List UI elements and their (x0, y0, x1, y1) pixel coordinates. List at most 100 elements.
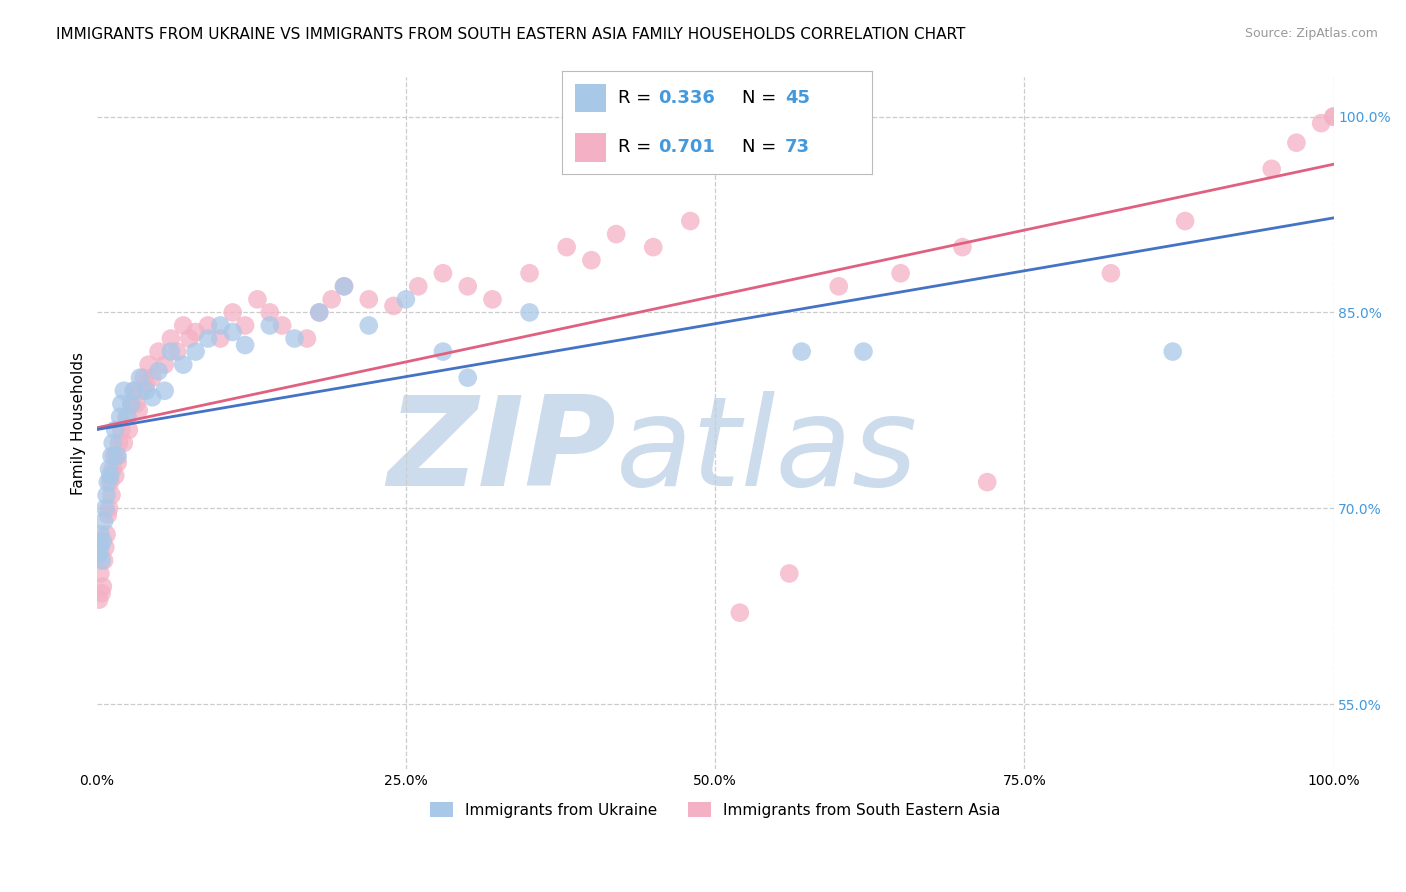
Point (283, 332, 305, 346)
Point (1285, 136, 1308, 150)
Point (333, 279, 356, 293)
Text: Source: ZipAtlas.com: Source: ZipAtlas.com (1244, 27, 1378, 40)
Point (90, 553, 112, 567)
Point (605, 227, 627, 241)
Point (122, 384, 145, 398)
Point (179, 332, 201, 346)
Point (406, 279, 429, 293)
Point (98, 501, 121, 516)
Point (395, 293, 418, 307)
Point (357, 318, 380, 333)
Point (125, 397, 148, 411)
Point (112, 436, 135, 450)
Point (308, 305, 330, 319)
Bar (575, 133, 606, 161)
Point (952, 240, 974, 254)
Point (118, 423, 141, 437)
Point (96, 488, 118, 502)
Point (94, 501, 117, 516)
Point (153, 384, 176, 398)
Point (141, 370, 163, 384)
Point (120, 397, 142, 411)
Point (233, 318, 256, 333)
Point (122, 384, 145, 398)
Point (308, 305, 330, 319)
Point (197, 332, 219, 346)
Point (98, 468, 121, 483)
Point (790, 344, 813, 359)
Point (172, 318, 194, 333)
Point (97, 475, 120, 489)
Text: R =: R = (619, 138, 657, 156)
Point (184, 325, 207, 339)
Point (581, 253, 603, 268)
Point (153, 358, 176, 372)
Point (184, 344, 207, 359)
Y-axis label: Family Households: Family Households (72, 351, 86, 495)
Point (108, 436, 131, 450)
Point (135, 377, 157, 392)
Point (98, 475, 121, 489)
Text: 0.336: 0.336 (658, 89, 716, 107)
Point (90, 586, 112, 600)
Point (89, 527, 111, 541)
Point (91, 533, 114, 548)
Point (432, 344, 454, 359)
Point (148, 364, 170, 378)
Point (457, 370, 479, 384)
Point (166, 344, 188, 359)
Point (93, 553, 115, 567)
Point (117, 409, 139, 424)
Point (107, 449, 129, 463)
Point (259, 305, 281, 319)
Point (96, 527, 118, 541)
Point (148, 344, 170, 359)
Point (333, 279, 356, 293)
Point (728, 606, 751, 620)
Point (1322, 110, 1344, 124)
Point (1174, 214, 1197, 228)
Point (259, 318, 281, 333)
Point (246, 293, 269, 307)
Point (107, 456, 129, 470)
Point (172, 358, 194, 372)
Point (160, 332, 183, 346)
Point (138, 358, 160, 372)
Point (382, 299, 405, 313)
Point (110, 423, 132, 437)
Point (1260, 161, 1282, 176)
Point (321, 293, 343, 307)
Point (457, 279, 479, 293)
Point (100, 488, 122, 502)
Point (89, 566, 111, 581)
Point (160, 344, 183, 359)
Point (94, 541, 117, 555)
Point (555, 240, 578, 254)
Point (432, 266, 454, 280)
Point (778, 566, 800, 581)
Point (481, 293, 503, 307)
Point (1161, 344, 1184, 359)
Point (233, 338, 256, 352)
Point (271, 318, 294, 333)
Point (108, 409, 131, 424)
Text: ZIP: ZIP (388, 391, 616, 511)
Point (295, 332, 318, 346)
Text: 73: 73 (785, 138, 810, 156)
Point (97, 508, 120, 522)
Point (104, 423, 127, 437)
Point (89, 592, 111, 607)
Text: IMMIGRANTS FROM UKRAINE VS IMMIGRANTS FROM SOUTH EASTERN ASIA FAMILY HOUSEHOLDS : IMMIGRANTS FROM UKRAINE VS IMMIGRANTS FR… (56, 27, 966, 42)
Point (357, 293, 380, 307)
Text: R =: R = (619, 89, 657, 107)
Point (128, 403, 150, 417)
Point (679, 214, 702, 228)
Point (101, 436, 124, 450)
Point (105, 449, 128, 463)
Point (91, 580, 114, 594)
Point (89, 541, 111, 555)
Point (141, 390, 163, 404)
Text: atlas: atlas (616, 391, 918, 511)
Point (222, 305, 245, 319)
Point (519, 305, 541, 319)
